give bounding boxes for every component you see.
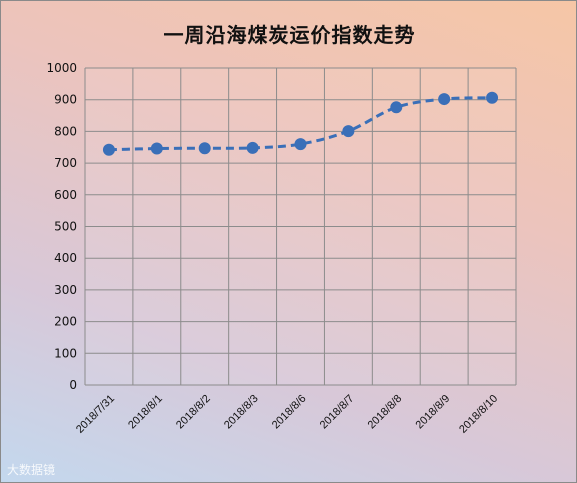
y-tick-label: 700 xyxy=(54,156,77,170)
data-point xyxy=(342,125,355,138)
x-tick-label: 2018/8/2 xyxy=(174,393,213,432)
x-tick-label: 2018/8/6 xyxy=(270,393,309,432)
data-point xyxy=(150,142,163,155)
y-tick-label: 300 xyxy=(54,283,77,297)
x-tick-label: 2018/8/10 xyxy=(457,393,500,436)
data-point xyxy=(486,91,499,104)
data-point xyxy=(438,93,451,106)
y-tick-label: 500 xyxy=(54,220,77,234)
y-tick-label: 200 xyxy=(54,315,77,329)
y-tick-label: 800 xyxy=(54,124,77,138)
data-point xyxy=(102,143,115,156)
x-tick-label: 2018/8/3 xyxy=(222,393,261,432)
data-point xyxy=(198,142,211,155)
data-point xyxy=(246,141,259,154)
y-tick-label: 900 xyxy=(54,93,77,107)
x-tick-label: 2018/8/1 xyxy=(126,393,165,432)
x-tick-label: 2018/7/31 xyxy=(74,393,117,436)
y-tick-label: 400 xyxy=(54,251,77,265)
data-point xyxy=(294,138,307,151)
chart-title: 一周沿海煤炭运价指数走势 xyxy=(163,23,416,47)
y-tick-label: 0 xyxy=(69,378,77,392)
series-line xyxy=(108,96,493,152)
x-tick-label: 2018/8/9 xyxy=(414,393,453,432)
watermark-logo: 大数据镜 xyxy=(7,463,56,477)
y-tick-label: 600 xyxy=(54,188,77,202)
x-tick-label: 2018/8/7 xyxy=(318,393,357,432)
data-point xyxy=(390,101,403,114)
y-tick-label: 100 xyxy=(54,346,77,360)
x-tick-label: 2018/8/8 xyxy=(366,393,405,432)
y-tick-label: 1000 xyxy=(46,61,77,75)
